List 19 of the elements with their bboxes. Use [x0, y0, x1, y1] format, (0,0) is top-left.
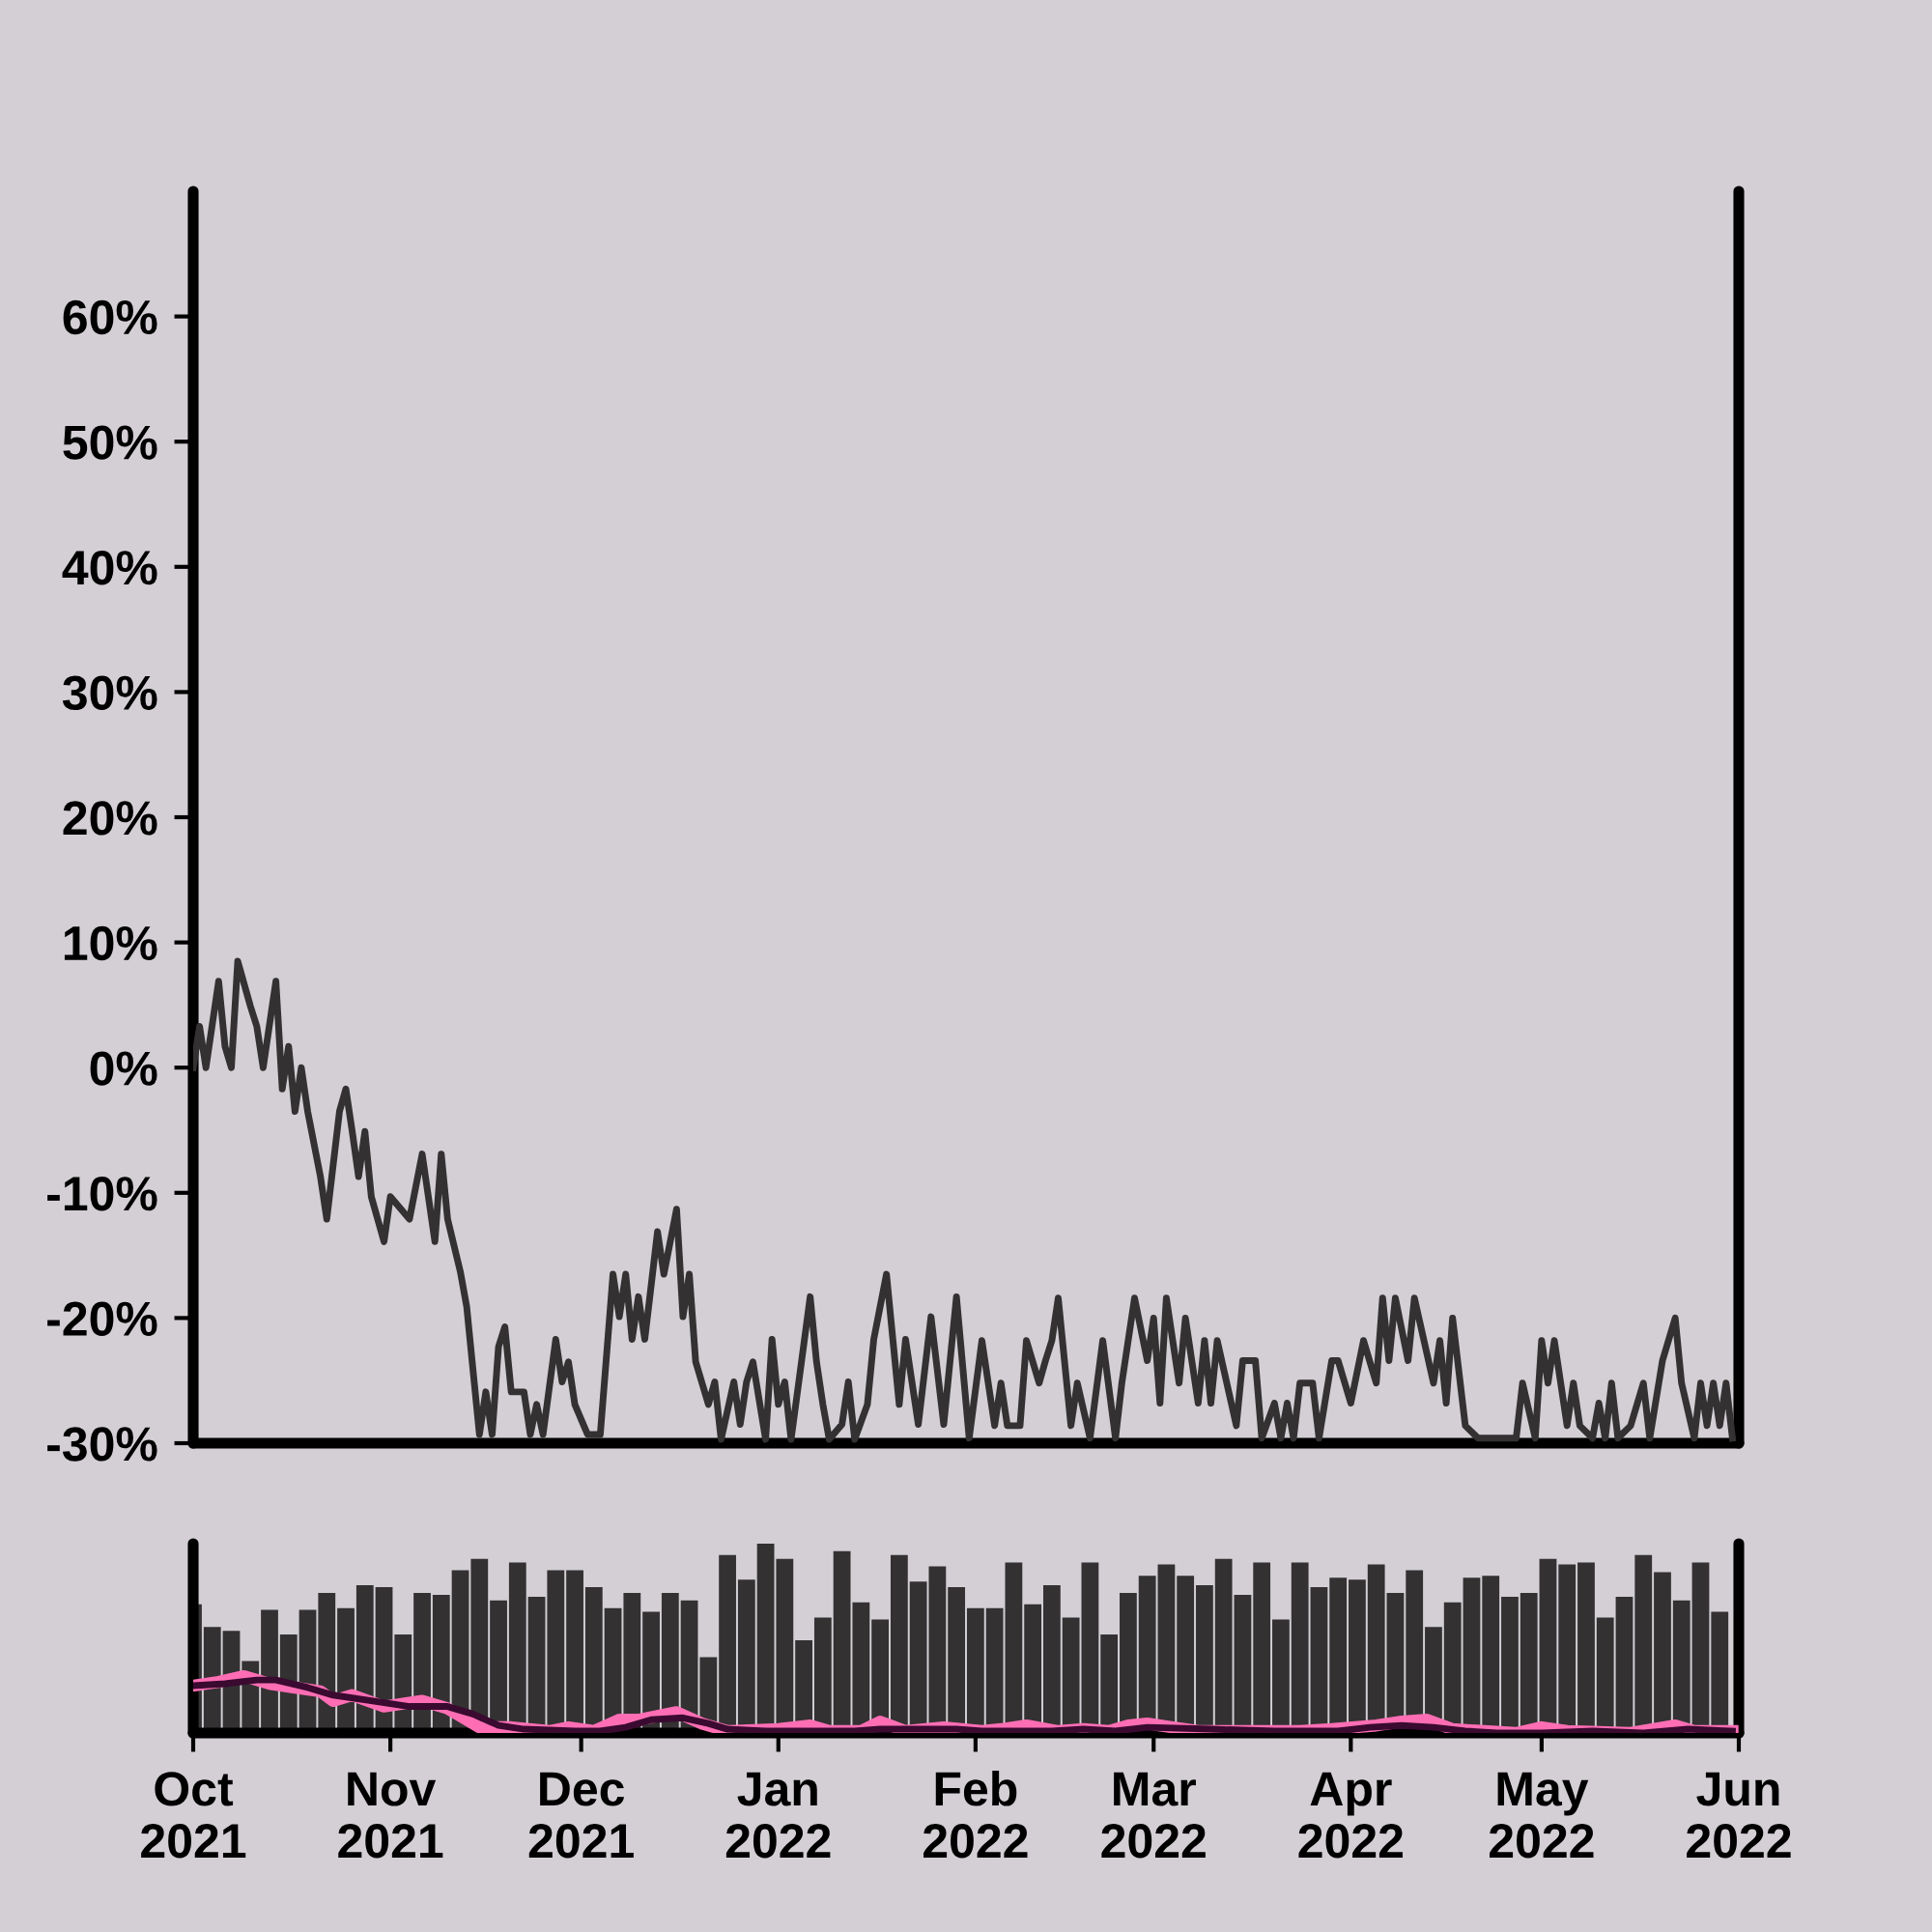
- y-tick-label: -20%: [47, 1301, 157, 1337]
- y-tick-label: 0%: [90, 1051, 157, 1086]
- y-tick-label: 50%: [63, 425, 157, 460]
- x-tick-label: May 2022: [1490, 1772, 1594, 1859]
- y-tick-label: -30%: [47, 1427, 157, 1462]
- y-tick-label: 40%: [62, 551, 157, 585]
- x-tick-label: Apr 2022: [1298, 1772, 1403, 1859]
- x-tick-label: Jan 2022: [725, 1772, 831, 1859]
- x-tick-label: Oct 2021: [141, 1772, 246, 1859]
- x-tick-label: Nov 2021: [338, 1772, 443, 1859]
- x-tick-label: Dec 2021: [528, 1772, 634, 1859]
- y-tick-label: 60%: [63, 299, 157, 335]
- y-tick-label: 20%: [63, 801, 157, 836]
- x-tick-label: Mar 2022: [1101, 1772, 1206, 1859]
- x-tick-label: Jun 2022: [1687, 1772, 1791, 1859]
- y-tick-label: -10%: [47, 1177, 157, 1211]
- y-tick-label: 30%: [62, 675, 157, 711]
- x-tick-label: Feb 2022: [923, 1770, 1028, 1859]
- y-tick-label: 10%: [64, 925, 157, 961]
